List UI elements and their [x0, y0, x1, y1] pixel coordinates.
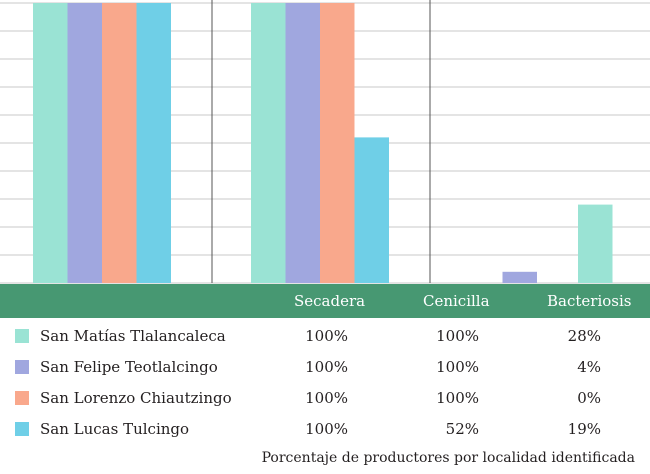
legend-swatch: [15, 360, 29, 374]
table-row: San Lorenzo Chiautzingo 100% 100% 0%: [0, 383, 650, 415]
value-bacteriosis: 28%: [567, 327, 601, 345]
value-cenicilla: 52%: [445, 420, 479, 438]
bar-bacteriosis-1: [578, 204, 613, 283]
column-header-secadera: Secadera: [294, 292, 366, 310]
table-row: San Felipe Teotlalcingo 100% 100% 4%: [0, 352, 650, 384]
bar-marchitez-2: [67, 3, 102, 283]
row-label: San Matías Tlalancaleca: [40, 327, 226, 345]
bar-marchitez-4: [136, 3, 171, 283]
table-row: San Lucas Tulcingo 100% 52% 19%: [0, 414, 650, 446]
bar-chart: [0, 0, 650, 284]
legend-swatch: [15, 329, 29, 343]
legend-swatch: [15, 422, 29, 436]
value-cenicilla: 100%: [436, 327, 479, 345]
value-bacteriosis: 19%: [567, 420, 601, 438]
bar-marchitez-1: [33, 3, 68, 283]
table-row: San Matías Tlalancaleca 100% 100% 28%: [0, 321, 650, 353]
value-secadera: 100%: [305, 420, 348, 438]
row-label: San Lorenzo Chiautzingo: [40, 389, 232, 407]
chart-caption: Porcentaje de productores por localidad …: [261, 450, 635, 466]
value-secadera: 100%: [305, 358, 348, 376]
value-cenicilla: 100%: [436, 358, 479, 376]
value-secadera: 100%: [305, 389, 348, 407]
bar-secadera-4: [354, 137, 389, 283]
table-header-bar: [0, 284, 650, 318]
bar-secadera-3: [320, 3, 355, 283]
value-bacteriosis: 4%: [577, 358, 601, 376]
column-header-cenicilla: Cenicilla: [423, 292, 490, 310]
bar-marchitez-3: [102, 3, 137, 283]
bar-cenicilla-2: [502, 271, 537, 283]
bar-secadera-1: [251, 3, 286, 283]
row-label: San Felipe Teotlalcingo: [40, 358, 218, 376]
row-label: San Lucas Tulcingo: [40, 420, 190, 438]
legend-swatch: [15, 391, 29, 405]
bar-secadera-2: [285, 3, 320, 283]
value-bacteriosis: 0%: [577, 389, 601, 407]
value-cenicilla: 100%: [436, 389, 479, 407]
column-header-bacteriosis: Bacteriosis: [547, 292, 632, 310]
value-secadera: 100%: [305, 327, 348, 345]
